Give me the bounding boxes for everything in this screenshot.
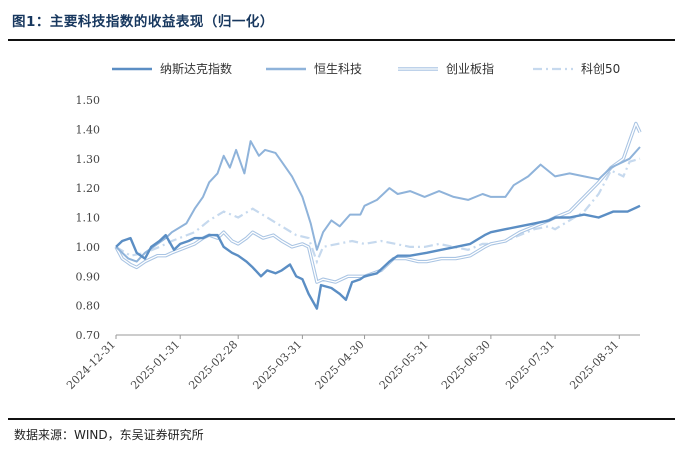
x-tick-label: 2025-04-30 [313,338,367,392]
x-tick-label: 2025-03-31 [250,338,304,392]
legend-item-4: 科创50 [533,62,620,76]
y-tick-label: 1.30 [76,153,101,166]
legend-label: 创业板指 [446,61,494,76]
legend-item-1: 纳斯达克指数 [112,61,232,76]
y-tick-label: 1.50 [76,94,101,107]
legend-label: 科创50 [581,62,620,76]
source-note: 数据来源：WIND，东吴证券研究所 [14,428,204,442]
chart-title: 图1：主要科技指数的收益表现（归一化） [12,14,274,30]
legend-item-2: 恒生科技 [266,62,362,76]
y-tick-label: 1.20 [76,182,101,195]
x-tick-label: 2025-08-31 [567,338,621,392]
x-tick-label: 2025-01-31 [128,338,182,392]
series-line-3-inner [115,122,641,283]
legend-label: 纳斯达克指数 [160,61,232,76]
series-line-2 [115,140,641,263]
legend-label: 恒生科技 [314,62,362,76]
legend-item-3: 创业板指 [398,61,494,76]
x-tick-label: 2025-05-31 [377,338,431,392]
series-line-4 [115,157,641,265]
x-tick-label: 2024-12-31 [64,338,118,392]
y-tick-label: 0.90 [76,270,101,283]
y-tick-label: 1.10 [76,212,101,225]
chart-series [114,121,642,310]
chart-axes: 1.50 1.40 1.30 1.20 1.10 1.00 0.90 0.80 0.702024… [64,94,640,392]
y-tick-label: 0.80 [76,300,101,313]
x-tick-label: 2025-07-31 [503,338,557,392]
chart-legend: 纳斯达克指数 恒生科技 创业板指 科创50 [112,61,620,76]
x-tick-label: 2025-02-28 [186,338,240,392]
x-tick-label: 2025-06-30 [439,338,493,392]
y-tick-label: 0.70 [76,329,101,342]
series-line-3-outer [114,121,642,284]
series-line-3 [114,121,642,284]
series-line-1 [115,204,641,310]
y-tick-label: 1.40 [76,123,101,136]
top-rule [8,39,675,41]
y-tick-label: 1.00 [76,241,101,254]
bottom-rule [8,418,675,420]
